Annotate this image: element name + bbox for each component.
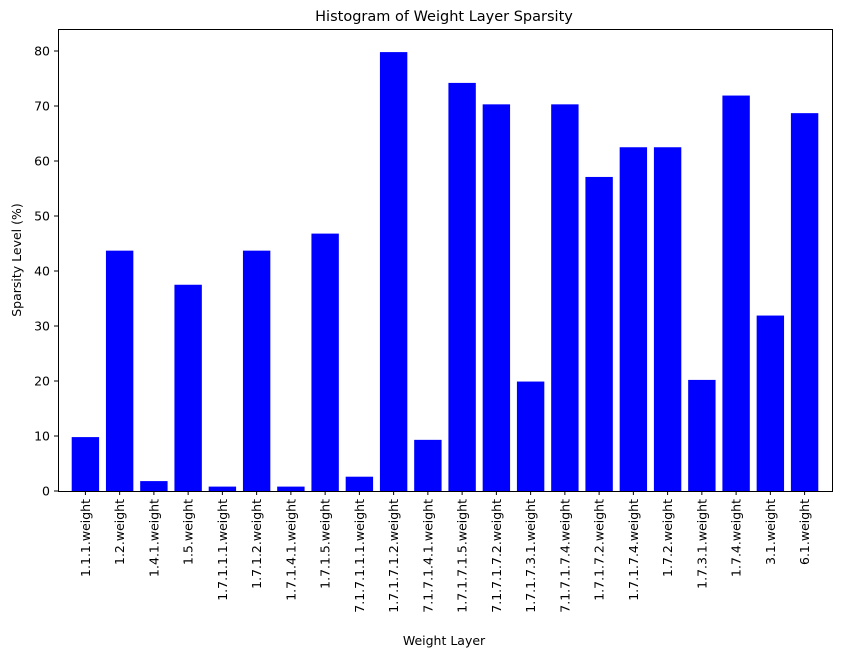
y-axis: 0 10 20 30 40 50 60 70 80 xyxy=(34,44,58,499)
x-tick-label: 6.1.weight xyxy=(797,499,812,565)
x-tick-label: 1.1.1.weight xyxy=(78,499,93,577)
bar-9 xyxy=(379,52,408,491)
y-tick-label: 80 xyxy=(34,44,50,59)
x-tick-label: 1.4.1.weight xyxy=(146,499,161,577)
bar-1 xyxy=(105,250,134,491)
y-tick-label: 40 xyxy=(34,264,50,279)
chart-title: Histogram of Weight Layer Sparsity xyxy=(315,9,573,25)
x-tick-label: 1.7.1.5.weight xyxy=(318,499,333,589)
plot-frame xyxy=(58,29,833,492)
x-tick-label: 1.7.1.7.4.weight xyxy=(626,499,641,601)
bar-14 xyxy=(551,104,579,491)
x-tick-label: 7.1.7.1.4.1.weight xyxy=(420,499,435,613)
bar-7 xyxy=(311,233,339,491)
bar-17 xyxy=(653,147,682,491)
y-tick-label: 70 xyxy=(34,99,50,114)
y-tick-label: 0 xyxy=(42,484,50,499)
x-axis: 1.1.1.weight 1.2.weight 1.4.1.weight 1.5.we… xyxy=(78,491,812,613)
bar-0 xyxy=(71,437,100,491)
x-tick-label: 1.7.1.1.1.weight xyxy=(215,499,230,601)
bar-12 xyxy=(482,104,511,491)
bar-19 xyxy=(722,95,750,492)
x-tick-label: 1.7.1.7.3.1.weight xyxy=(523,499,538,613)
bar-21 xyxy=(790,113,819,492)
x-tick-label: 1.7.2.weight xyxy=(660,499,675,577)
y-axis-label: Sparsity Level (%) xyxy=(9,203,24,317)
x-tick-label: 1.7.4.weight xyxy=(729,499,744,577)
y-tick-label: 20 xyxy=(34,374,50,389)
x-axis-label: Weight Layer xyxy=(403,633,486,648)
bar-10 xyxy=(414,439,442,491)
x-tick-label: 1.7.1.7.1.5.weight xyxy=(455,499,470,613)
bar-15 xyxy=(585,176,613,491)
bar-20 xyxy=(756,315,785,491)
bar-2 xyxy=(140,481,168,491)
x-tick-label: 7.1.7.1.1.1.weight xyxy=(352,499,367,613)
x-tick-label: 1.2.weight xyxy=(112,499,127,565)
x-tick-label: 1.7.3.1.weight xyxy=(694,499,709,589)
y-tick-label: 10 xyxy=(34,429,50,444)
x-tick-label: 7.1.7.1.7.2.weight xyxy=(489,499,504,613)
bar-16 xyxy=(619,147,648,491)
bar-8 xyxy=(345,476,374,491)
y-tick-label: 60 xyxy=(34,154,50,169)
x-tick-label: 1.7.1.4.1.weight xyxy=(283,499,298,601)
bar-11 xyxy=(448,82,476,492)
bar-13 xyxy=(516,381,545,491)
x-tick-label: 1.7.1.7.2.weight xyxy=(592,499,607,601)
x-tick-label: 3.1.weight xyxy=(763,499,778,565)
y-tick-label: 50 xyxy=(34,209,50,224)
y-tick-label: 30 xyxy=(34,319,50,334)
bar-4 xyxy=(208,486,237,491)
bars-group xyxy=(71,52,819,492)
x-tick-label: 1.5.weight xyxy=(181,499,196,565)
x-tick-label: 7.1.7.1.7.4.weight xyxy=(557,499,572,613)
x-tick-label: 1.7.1.2.weight xyxy=(249,499,264,589)
bar-5 xyxy=(242,250,271,491)
x-tick-label: 1.7.1.7.1.2.weight xyxy=(386,499,401,613)
bar-3 xyxy=(174,284,202,491)
bar-18 xyxy=(688,379,716,491)
bar-6 xyxy=(277,486,305,491)
